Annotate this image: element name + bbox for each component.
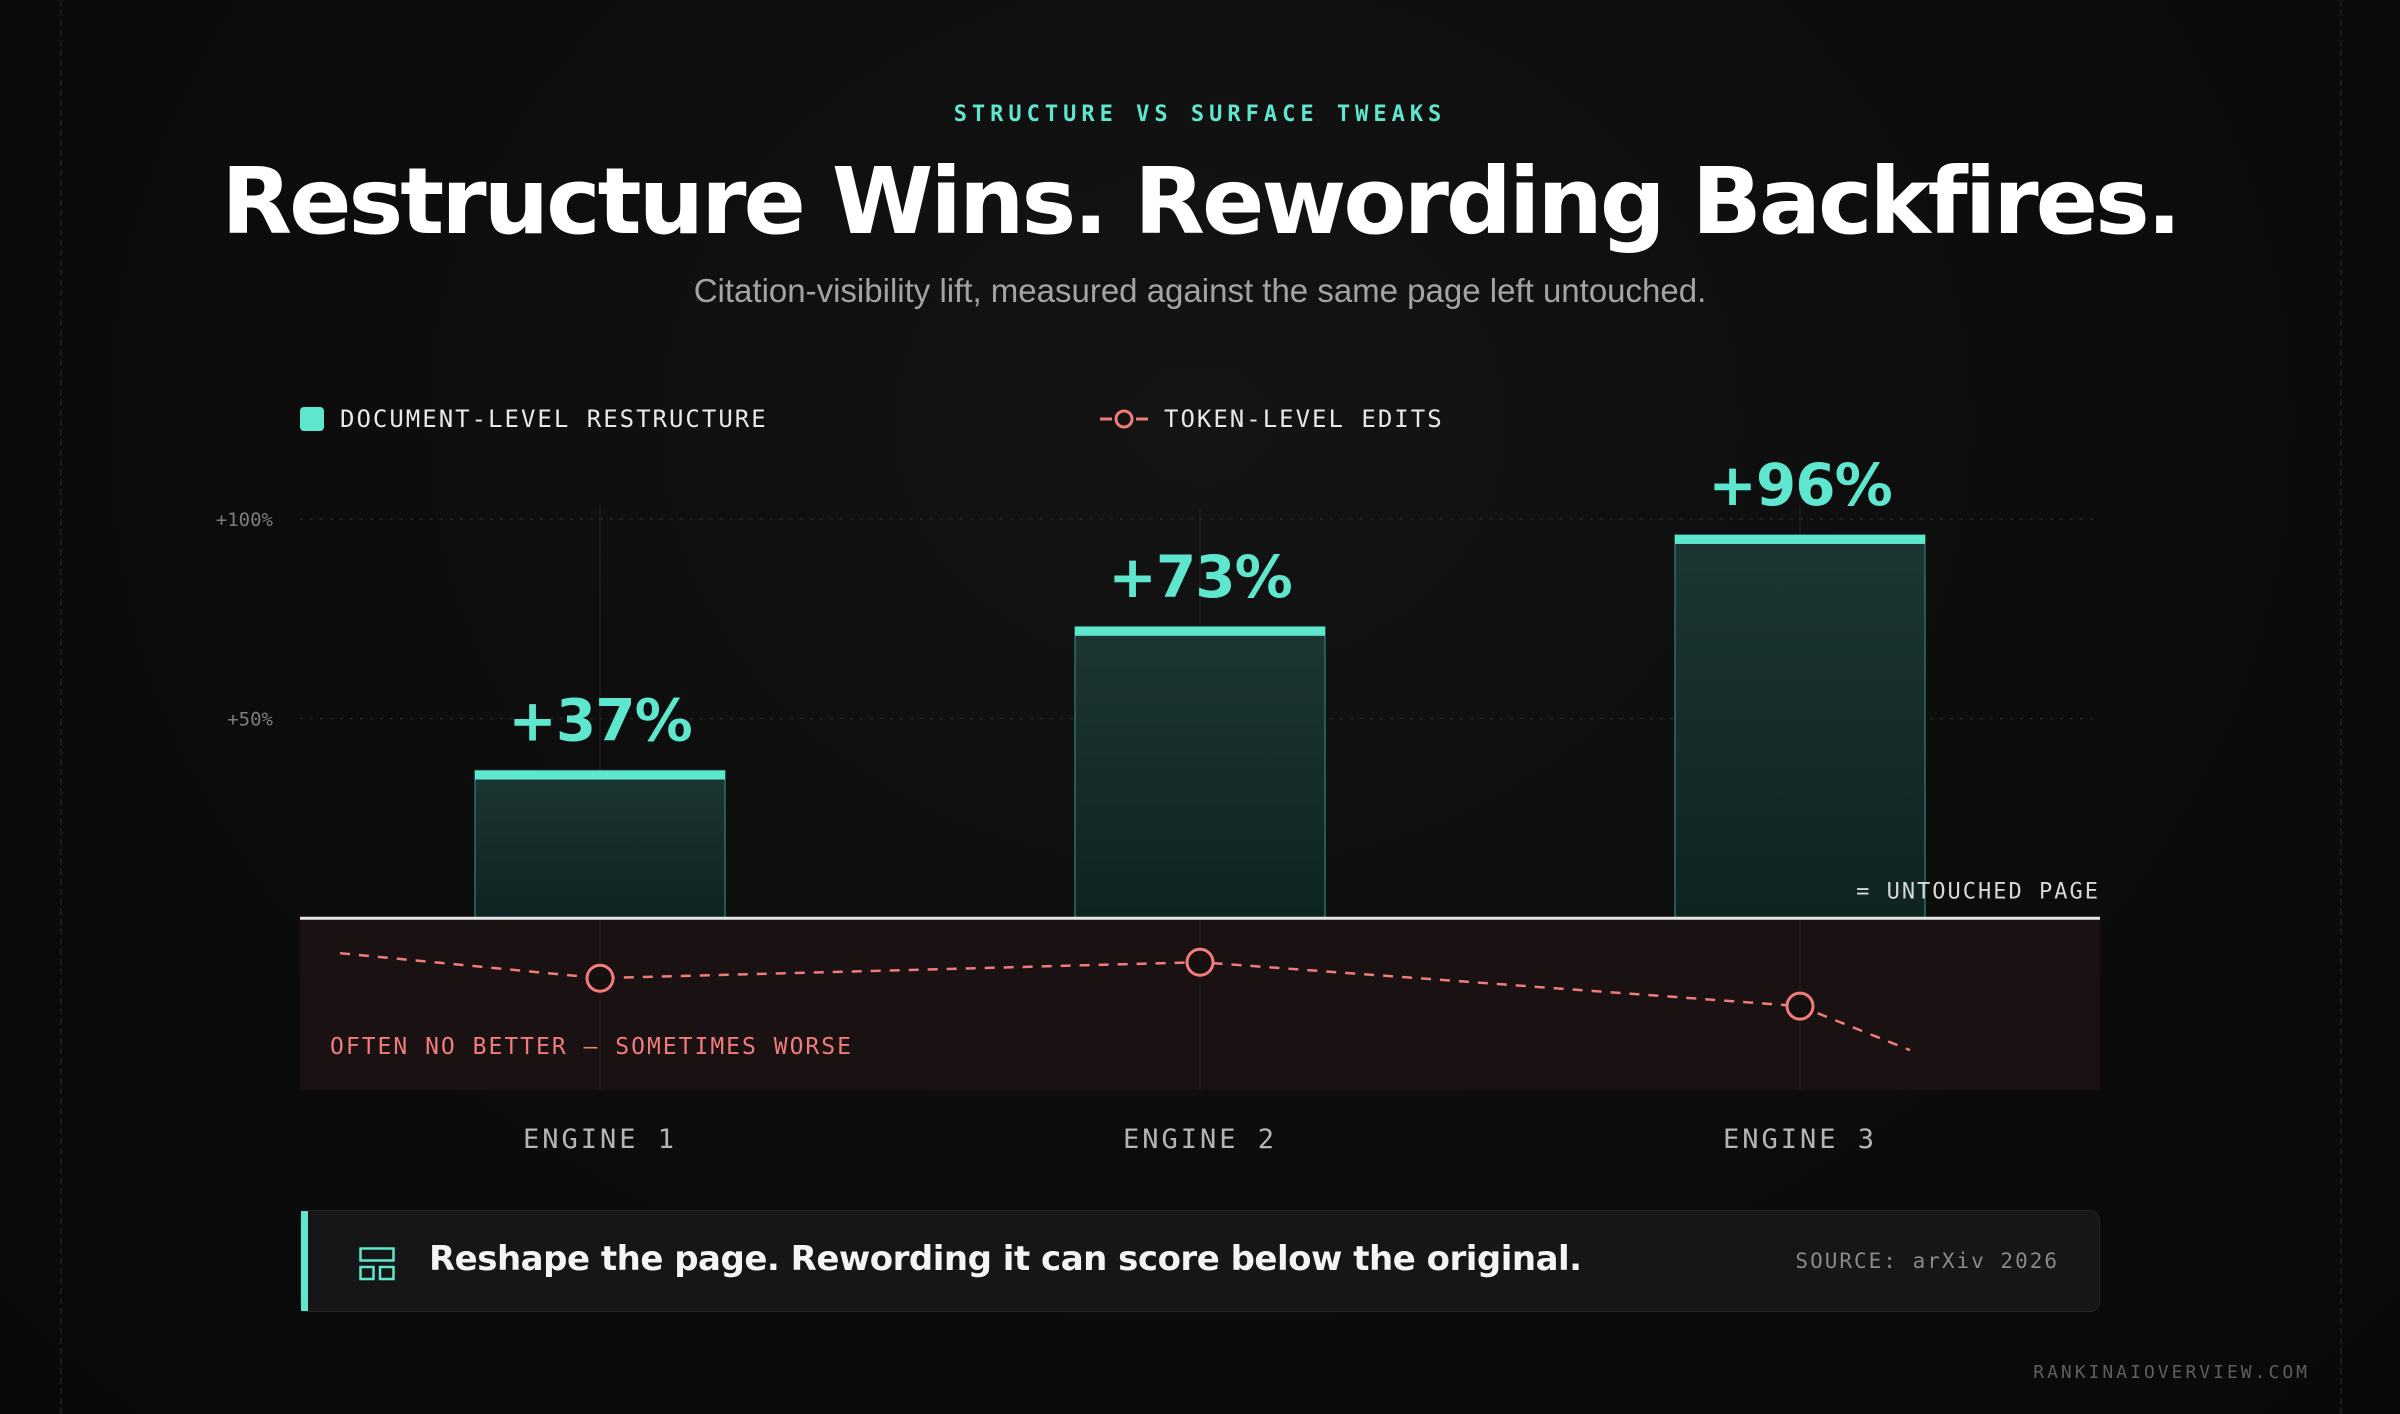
page-title: Restructure Wins. Rewording Backfires. xyxy=(221,148,2181,255)
footer-site: RANKINAIOVERVIEW.COM xyxy=(2033,1362,2310,1383)
legend-swatch-icon xyxy=(300,407,324,431)
bar-cap xyxy=(1075,626,1325,636)
bar-cap xyxy=(1675,534,1925,544)
source-citation: SOURCE: arXiv 2026 xyxy=(1795,1249,2059,1273)
bar-value-label: +73% xyxy=(1108,543,1291,611)
bar-value-label: +37% xyxy=(508,687,691,755)
x-category-label: ENGINE 1 xyxy=(523,1124,677,1155)
token-edits-point xyxy=(1185,947,1215,977)
y-tick-label: +100% xyxy=(216,509,274,531)
bar-value-label: +96% xyxy=(1708,451,1891,519)
token-edits-point xyxy=(1785,991,1815,1021)
y-tick-label: +50% xyxy=(227,709,273,731)
guide-line-left xyxy=(60,0,62,1414)
x-category-label: ENGINE 3 xyxy=(1723,1124,1877,1155)
eyebrow: STRUCTURE VS SURFACE TWEAKS xyxy=(953,102,1447,127)
dashed-circle-line-icon xyxy=(1100,409,1148,429)
bar-cap xyxy=(475,770,725,780)
token-edits-point xyxy=(585,963,615,993)
bar xyxy=(1674,534,1926,920)
callout-text: Reshape the page. Rewording it can score… xyxy=(429,1239,1582,1279)
legend-label-token: TOKEN-LEVEL EDITS xyxy=(1164,405,1444,433)
page-subtitle: Citation-visibility lift, measured again… xyxy=(693,272,1707,309)
callout-accent-bar xyxy=(301,1211,308,1311)
guide-line-right xyxy=(2340,0,2342,1414)
legend-item-token: TOKEN-LEVEL EDITS xyxy=(1098,405,1444,433)
takeaway-callout: Reshape the page. Rewording it can score… xyxy=(300,1210,2100,1312)
bar xyxy=(474,769,726,920)
bar xyxy=(1074,626,1326,920)
legend-item-restructure: DOCUMENT-LEVEL RESTRUCTURE xyxy=(300,405,768,433)
x-category-label: ENGINE 2 xyxy=(1123,1124,1277,1155)
legend-label-restructure: DOCUMENT-LEVEL RESTRUCTURE xyxy=(340,405,768,433)
baseline-label: = UNTOUCHED PAGE xyxy=(1856,879,2100,904)
layout-icon xyxy=(359,1247,395,1281)
negative-annotation: OFTEN NO BETTER — SOMETIMES WORSE xyxy=(330,1034,853,1060)
